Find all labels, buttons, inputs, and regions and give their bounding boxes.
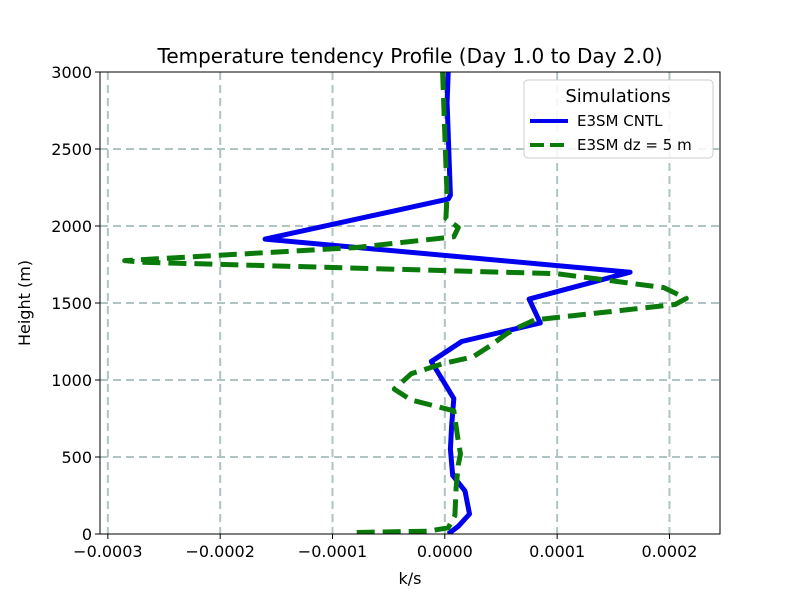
legend-title: Simulations bbox=[565, 86, 670, 107]
y-tick-label: 500 bbox=[61, 448, 92, 467]
y-tick-label: 1000 bbox=[51, 371, 92, 390]
x-tick-label: −0.0001 bbox=[298, 542, 367, 561]
x-tick-label: −0.0002 bbox=[185, 542, 254, 561]
legend-box bbox=[523, 79, 714, 159]
x-tick-label: 0.0002 bbox=[641, 542, 697, 561]
series-layer bbox=[122, 72, 689, 534]
y-tick-label: 0 bbox=[82, 525, 92, 544]
x-axis-label: k/s bbox=[399, 569, 422, 588]
series-line-dz5 bbox=[122, 72, 689, 534]
y-tick-label: 1500 bbox=[51, 294, 92, 313]
ticks: −0.0003 −0.0002 −0.0001 0.0000 0.0001 0.0002 0… bbox=[51, 63, 697, 561]
legend: Simulations E3SM CNTL E3SM dz = 5 m bbox=[523, 79, 714, 159]
y-tick-label: 3000 bbox=[51, 63, 92, 82]
y-axis-label: Height (m) bbox=[15, 260, 34, 346]
y-tick-label: 2000 bbox=[51, 217, 92, 236]
legend-label-cntl: E3SM CNTL bbox=[577, 112, 663, 130]
y-tick-label: 2500 bbox=[51, 140, 92, 159]
x-tick-label: 0.0001 bbox=[529, 542, 585, 561]
grid bbox=[100, 72, 720, 534]
chart-title: Temperature tendency Profile (Day 1.0 to… bbox=[157, 44, 663, 68]
x-tick-label: 0.0000 bbox=[417, 542, 473, 561]
series-line-cntl bbox=[262, 72, 633, 534]
legend-label-dz5: E3SM dz = 5 m bbox=[577, 136, 692, 154]
x-tick-label: −0.0003 bbox=[73, 542, 142, 561]
